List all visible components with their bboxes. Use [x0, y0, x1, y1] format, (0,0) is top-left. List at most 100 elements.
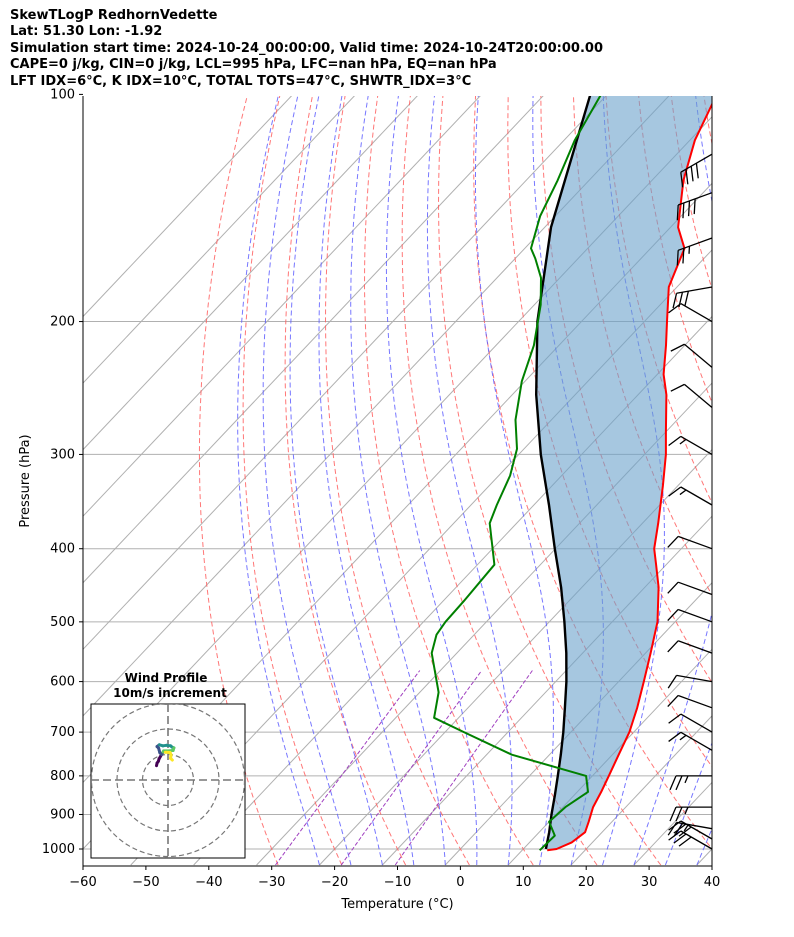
- wind-barb: [670, 343, 713, 368]
- barb-flag: [685, 169, 689, 185]
- barb-flag: [669, 806, 677, 822]
- barb-flag: [675, 806, 683, 822]
- mixing-ratio-line: [340, 670, 483, 866]
- y-tick-label: 500: [50, 615, 75, 630]
- chart-header: SkewTLogP RedhornVedette Lat: 51.30 Lon:…: [10, 8, 790, 90]
- wind-barb: [672, 286, 713, 309]
- wind-barb: [676, 237, 713, 266]
- wind-barb: [667, 674, 713, 689]
- barb-shaft: [677, 581, 713, 596]
- barb-shaft: [680, 713, 713, 733]
- barb-flag: [673, 823, 683, 837]
- moist-adiabat: [237, 96, 320, 866]
- cape-text: CAPE=0 j/kg, CIN=0 j/kg, LCL=995 hPa, LF…: [10, 57, 497, 73]
- barb-flag: [668, 731, 682, 742]
- moist-adiabat: [262, 96, 352, 866]
- barb-flag: [670, 383, 685, 392]
- hodograph-title: Wind Profile: [125, 671, 208, 685]
- barb-flag: [673, 823, 687, 834]
- barb-flag: [678, 292, 684, 308]
- wind-barb: [680, 153, 713, 188]
- y-tick-label: 900: [50, 807, 75, 822]
- moist-adiabat: [289, 96, 383, 866]
- barb-flag: [668, 435, 682, 447]
- isotherm: [130, 249, 712, 866]
- wind-barb: [668, 486, 713, 506]
- mixing-ratio-line: [394, 670, 533, 866]
- dry-adiabat: [284, 96, 407, 866]
- barb-half-flag: [679, 438, 687, 445]
- barb-flag: [678, 826, 692, 837]
- moist-adiabat: [318, 96, 415, 866]
- barb-flag: [672, 293, 678, 309]
- parcel-profile-line: [535, 96, 592, 850]
- barb-half-flag: [683, 824, 689, 832]
- barb-flag: [668, 713, 682, 724]
- barb-flag: [669, 775, 677, 791]
- barb-flag: [676, 250, 679, 266]
- x-tick-label: −50: [132, 875, 159, 890]
- barb-flag: [667, 581, 679, 594]
- barb-flag: [667, 640, 679, 653]
- wind-barb: [668, 830, 713, 850]
- moist-adiabat: [426, 96, 513, 866]
- barb-shaft: [676, 674, 713, 683]
- wind-barb: [667, 694, 713, 709]
- wind-barb: [668, 731, 713, 751]
- isotherm: [319, 448, 712, 866]
- moist-adiabat: [385, 96, 478, 866]
- barb-flag: [678, 836, 692, 847]
- barb-flag: [670, 343, 685, 352]
- wind-barb: [669, 806, 712, 822]
- barb-flag: [684, 291, 689, 307]
- barb-flag: [690, 166, 694, 182]
- barb-half-flag: [684, 806, 689, 815]
- barb-shaft: [680, 303, 713, 323]
- wind-barb: [667, 581, 713, 596]
- x-tick-label: −10: [384, 875, 411, 890]
- x-tick-label: −60: [69, 875, 96, 890]
- y-tick-label: 600: [50, 675, 75, 690]
- isotherm: [507, 648, 712, 866]
- barb-flag: [673, 833, 687, 844]
- dry-adiabat: [242, 96, 343, 866]
- barb-flag: [667, 695, 679, 708]
- isotherm: [83, 96, 544, 584]
- dry-adiabat: [324, 96, 470, 866]
- barb-shaft: [677, 694, 713, 709]
- y-tick-label: 800: [50, 769, 75, 784]
- x-tick-label: 0: [456, 875, 464, 890]
- barb-flag: [680, 172, 684, 188]
- barb-flag: [682, 202, 685, 219]
- barb-flag: [695, 163, 699, 179]
- hodograph-plot: [91, 704, 245, 858]
- barb-shaft: [677, 640, 713, 654]
- isotherm: [382, 515, 712, 866]
- wind-barb: [667, 821, 713, 837]
- dewpoint-line: [430, 96, 602, 852]
- isotherm: [83, 96, 355, 384]
- y-tick-label: 1000: [42, 842, 75, 857]
- isotherm: [83, 96, 418, 451]
- barb-shaft: [676, 821, 713, 830]
- dry-adiabat: [401, 96, 598, 866]
- dry-adiabat: [736, 94, 794, 865]
- y-tick-label: 700: [50, 725, 75, 740]
- dry-adiabat: [437, 96, 662, 866]
- barb-flag: [687, 200, 691, 217]
- wind-barbs: [667, 153, 713, 850]
- barb-shaft: [677, 535, 713, 550]
- barb-flag: [682, 248, 685, 264]
- wind-barb: [668, 435, 713, 455]
- wind-barb: [669, 775, 712, 791]
- location-text: Lat: 51.30 Lon: -1.92: [10, 24, 163, 40]
- y-tick-label: 400: [50, 542, 75, 557]
- x-tick-label: −20: [321, 875, 348, 890]
- chart-title: SkewTLogP RedhornVedette: [10, 8, 218, 23]
- wind-barb: [668, 713, 713, 733]
- wind-barb: [676, 192, 713, 221]
- barb-shaft: [684, 343, 713, 368]
- barb-shaft: [684, 383, 713, 408]
